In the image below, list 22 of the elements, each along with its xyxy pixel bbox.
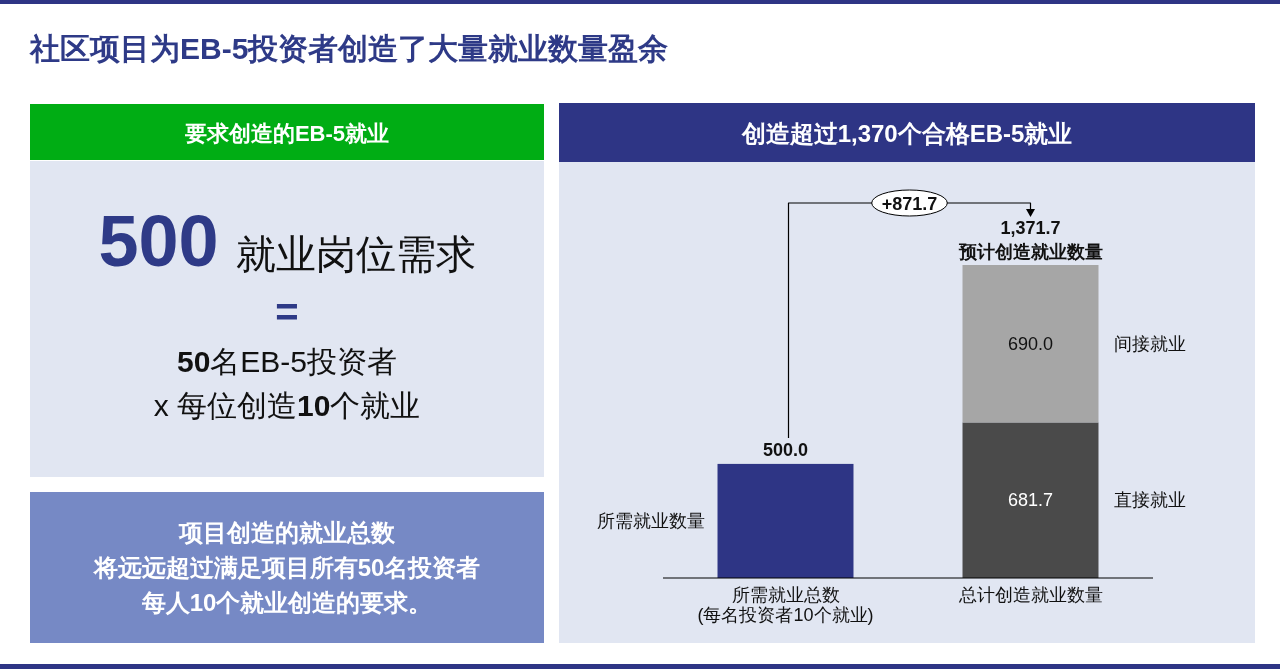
x-tick-label: 所需就业总数 (每名投资者10个就业): [697, 585, 874, 625]
data-label: 681.7: [1007, 490, 1054, 511]
data-label: 500.0: [762, 439, 809, 460]
x-tick-label: 总计创造就业数量: [957, 585, 1103, 605]
text: +871.7: [881, 193, 938, 214]
text: 要求创造的EB-5就业: [183, 121, 390, 146]
series-label: 所需就业数量: [596, 510, 705, 531]
text: 500: [98, 201, 219, 281]
text: 社区项目为EB-5投资者创造了大量就业数量盈余: [29, 32, 669, 65]
text: 项目创造的就业总数: [178, 518, 396, 546]
text: 每人10个就业创造的要求。: [140, 588, 433, 616]
series-label: 间接就业: [1114, 333, 1187, 354]
text: 就业岗位需求: [235, 232, 476, 276]
series-label: 直接就业: [1114, 490, 1187, 511]
text: 50名EB-5投资者: [176, 345, 398, 378]
text: x 每位创造10个就业: [153, 389, 421, 422]
text: =: [275, 290, 299, 334]
text: 将远远超过满足项目所有50名投资者: [91, 553, 481, 581]
annotation: 预计创造就业数量: [957, 242, 1103, 262]
total-label: 1,371.7: [1000, 218, 1061, 238]
data-label: 690.0: [1007, 333, 1054, 354]
chart-subtitle: 创造超过1,370个合格EB-5就业: [740, 120, 1073, 147]
